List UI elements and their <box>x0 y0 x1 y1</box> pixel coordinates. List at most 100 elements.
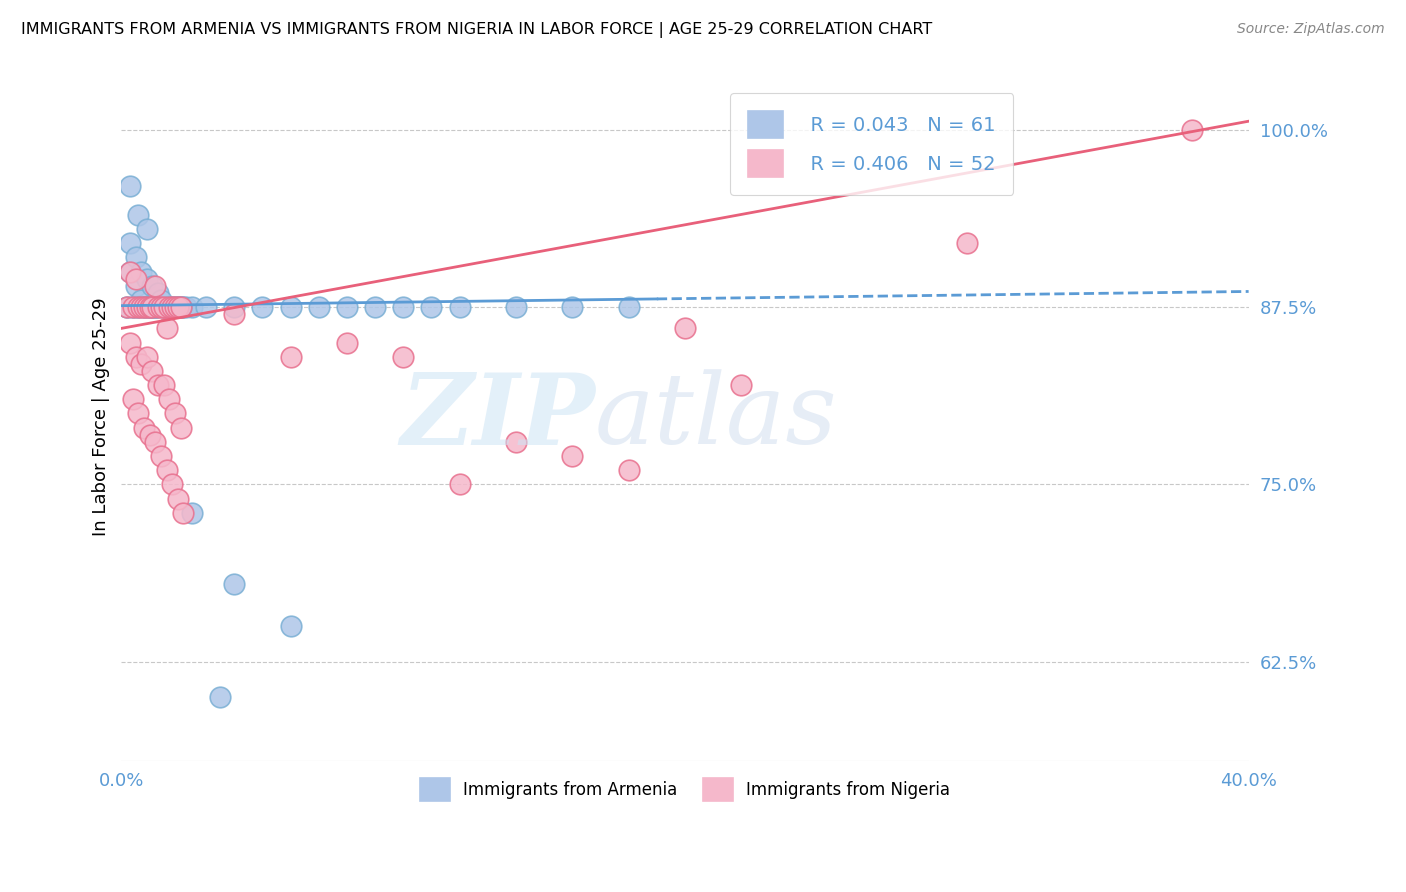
Point <box>149 300 172 314</box>
Point <box>121 300 143 314</box>
Point <box>127 208 149 222</box>
Point <box>143 300 166 314</box>
Point <box>135 222 157 236</box>
Point <box>163 407 186 421</box>
Point <box>172 506 194 520</box>
Text: ZIP: ZIP <box>399 368 595 466</box>
Point <box>132 300 155 314</box>
Point <box>138 300 160 314</box>
Point <box>152 300 174 314</box>
Point <box>143 300 166 314</box>
Point <box>617 300 640 314</box>
Y-axis label: In Labor Force | Age 25-29: In Labor Force | Age 25-29 <box>93 298 110 536</box>
Point <box>115 300 138 314</box>
Point <box>127 407 149 421</box>
Point <box>157 300 180 314</box>
Point <box>135 350 157 364</box>
Point <box>138 300 160 314</box>
Point <box>252 300 274 314</box>
Point <box>129 300 152 314</box>
Point <box>224 300 246 314</box>
Point <box>157 392 180 407</box>
Point <box>124 350 146 364</box>
Point <box>224 576 246 591</box>
Point <box>141 278 163 293</box>
Point <box>160 300 183 314</box>
Point <box>280 350 302 364</box>
Point <box>160 477 183 491</box>
Point <box>673 321 696 335</box>
Point <box>180 506 202 520</box>
Point <box>160 300 183 314</box>
Text: Source: ZipAtlas.com: Source: ZipAtlas.com <box>1237 22 1385 37</box>
Point <box>420 300 443 314</box>
Point <box>280 300 302 314</box>
Point <box>143 300 166 314</box>
Legend: Immigrants from Armenia, Immigrants from Nigeria: Immigrants from Armenia, Immigrants from… <box>406 764 963 814</box>
Point <box>155 300 177 314</box>
Point <box>149 293 172 307</box>
Point <box>135 300 157 314</box>
Point <box>166 300 188 314</box>
Point <box>505 434 527 449</box>
Point <box>135 300 157 314</box>
Point <box>138 427 160 442</box>
Point <box>129 357 152 371</box>
Point <box>561 300 583 314</box>
Point <box>280 619 302 633</box>
Point <box>163 300 186 314</box>
Point <box>392 350 415 364</box>
Point <box>169 300 191 314</box>
Point <box>127 300 149 314</box>
Point <box>169 300 191 314</box>
Point <box>121 300 143 314</box>
Point <box>209 690 232 705</box>
Point <box>336 335 359 350</box>
Point <box>449 477 471 491</box>
Point <box>956 236 979 251</box>
Point <box>180 300 202 314</box>
Point <box>163 300 186 314</box>
Point <box>141 364 163 378</box>
Point <box>160 300 183 314</box>
Point <box>115 300 138 314</box>
Point <box>118 335 141 350</box>
Point <box>1181 122 1204 136</box>
Point <box>152 378 174 392</box>
Point <box>129 264 152 278</box>
Point <box>152 300 174 314</box>
Point <box>730 378 752 392</box>
Point <box>308 300 330 314</box>
Point <box>146 378 169 392</box>
Point <box>121 392 143 407</box>
Point <box>149 449 172 463</box>
Point <box>152 300 174 314</box>
Point <box>124 271 146 285</box>
Point <box>146 300 169 314</box>
Point <box>129 293 152 307</box>
Point <box>169 300 191 314</box>
Point <box>141 300 163 314</box>
Point <box>166 491 188 506</box>
Point <box>392 300 415 314</box>
Point <box>118 264 141 278</box>
Point <box>118 179 141 194</box>
Point <box>364 300 387 314</box>
Point <box>157 300 180 314</box>
Point <box>146 285 169 300</box>
Text: atlas: atlas <box>595 369 838 465</box>
Point <box>155 463 177 477</box>
Point <box>124 278 146 293</box>
Point <box>135 271 157 285</box>
Point <box>155 321 177 335</box>
Point <box>505 300 527 314</box>
Point <box>121 300 143 314</box>
Point <box>143 434 166 449</box>
Point <box>561 449 583 463</box>
Point <box>146 300 169 314</box>
Point <box>195 300 218 314</box>
Point <box>115 300 138 314</box>
Point <box>127 300 149 314</box>
Point <box>155 300 177 314</box>
Point <box>141 300 163 314</box>
